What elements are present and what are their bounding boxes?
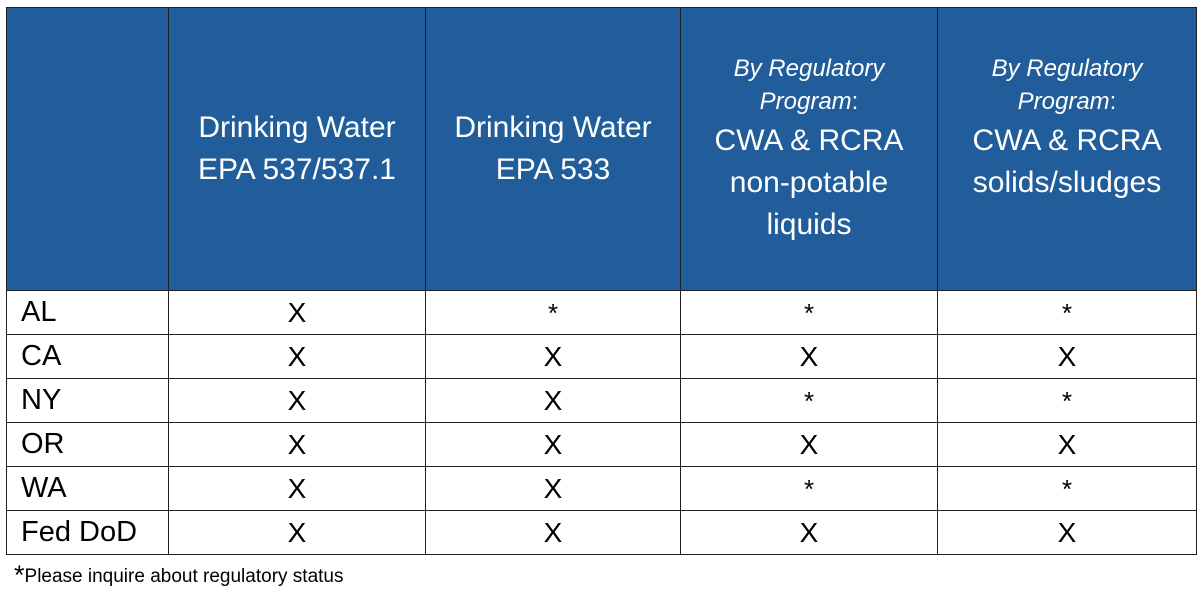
footnote-asterisk: * (14, 560, 25, 590)
header-cell-state (6, 7, 169, 291)
header-text: Drinking Water (198, 111, 396, 144)
header-text: solids/sludges (972, 166, 1162, 199)
header-text: EPA 537/537.1 (198, 153, 396, 186)
table-row: NY X X * * (6, 378, 1197, 423)
status-cell: X (425, 334, 681, 379)
status-cell: * (680, 378, 938, 423)
header-prefix-word: Program (759, 88, 852, 115)
header-text: Drinking Water (454, 111, 652, 144)
status-cell: * (937, 378, 1197, 423)
table-row: Fed DoD X X X X (6, 510, 1197, 555)
status-cell: * (425, 290, 681, 335)
header-prefix-colon: : (1109, 88, 1117, 115)
status-cell: X (680, 334, 938, 379)
status-cell: * (680, 466, 938, 511)
state-cell: AL (6, 290, 169, 335)
status-cell: X (425, 510, 681, 555)
status-cell: X (168, 422, 426, 467)
header-cell-epa-533: Drinking Water EPA 533 (425, 7, 681, 291)
status-cell: X (168, 378, 426, 423)
header-row: Drinking Water EPA 537/537.1 Drinking Wa… (6, 7, 1197, 291)
header-text: CWA & RCRA (714, 124, 904, 157)
header-cell-epa-537: Drinking Water EPA 537/537.1 (168, 7, 426, 291)
header-text: liquids (766, 208, 852, 241)
header-text: EPA 533 (495, 153, 611, 186)
table-row: OR X X X X (6, 422, 1197, 467)
footnote-text: Please inquire about regulatory status (24, 566, 344, 587)
state-cell: NY (6, 378, 169, 423)
status-cell: * (680, 290, 938, 335)
status-cell: X (680, 510, 938, 555)
state-cell: Fed DoD (6, 510, 169, 555)
table-row: CA X X X X (6, 334, 1197, 379)
header-prefix-colon: : (851, 88, 859, 115)
header-text: CWA & RCRA (972, 124, 1162, 157)
status-cell: X (168, 334, 426, 379)
status-cell: X (425, 378, 681, 423)
header-cell-cwa-rcra-liquids: By Regulatory Program: CWA & RCRA non-po… (680, 7, 938, 291)
status-cell: X (937, 422, 1197, 467)
header-prefix-line2: Program: (681, 85, 937, 118)
header-prefix-line2: Program: (938, 85, 1196, 118)
status-cell: X (937, 334, 1197, 379)
status-cell: X (425, 422, 681, 467)
status-cell: X (680, 422, 938, 467)
status-cell: X (168, 510, 426, 555)
status-cell: X (937, 510, 1197, 555)
status-cell: X (425, 466, 681, 511)
status-cell: * (937, 466, 1197, 511)
regulatory-status-table: Drinking Water EPA 537/537.1 Drinking Wa… (6, 7, 1197, 555)
header-cell-cwa-rcra-solids: By Regulatory Program: CWA & RCRA solids… (937, 7, 1197, 291)
header-prefix: By Regulatory (733, 55, 885, 82)
table-body: AL X * * * CA X X X X NY X X * * OR X X … (6, 290, 1197, 555)
state-cell: WA (6, 466, 169, 511)
table-row: AL X * * * (6, 290, 1197, 335)
state-cell: CA (6, 334, 169, 379)
header-prefix-word: Program (1017, 88, 1110, 115)
table-row: WA X X * * (6, 466, 1197, 511)
header-text: non-potable (729, 166, 889, 199)
status-cell: X (168, 466, 426, 511)
status-cell: X (168, 290, 426, 335)
header-prefix: By Regulatory (991, 55, 1143, 82)
status-cell: * (937, 290, 1197, 335)
footnote: *Please inquire about regulatory status (14, 560, 344, 591)
state-cell: OR (6, 422, 169, 467)
